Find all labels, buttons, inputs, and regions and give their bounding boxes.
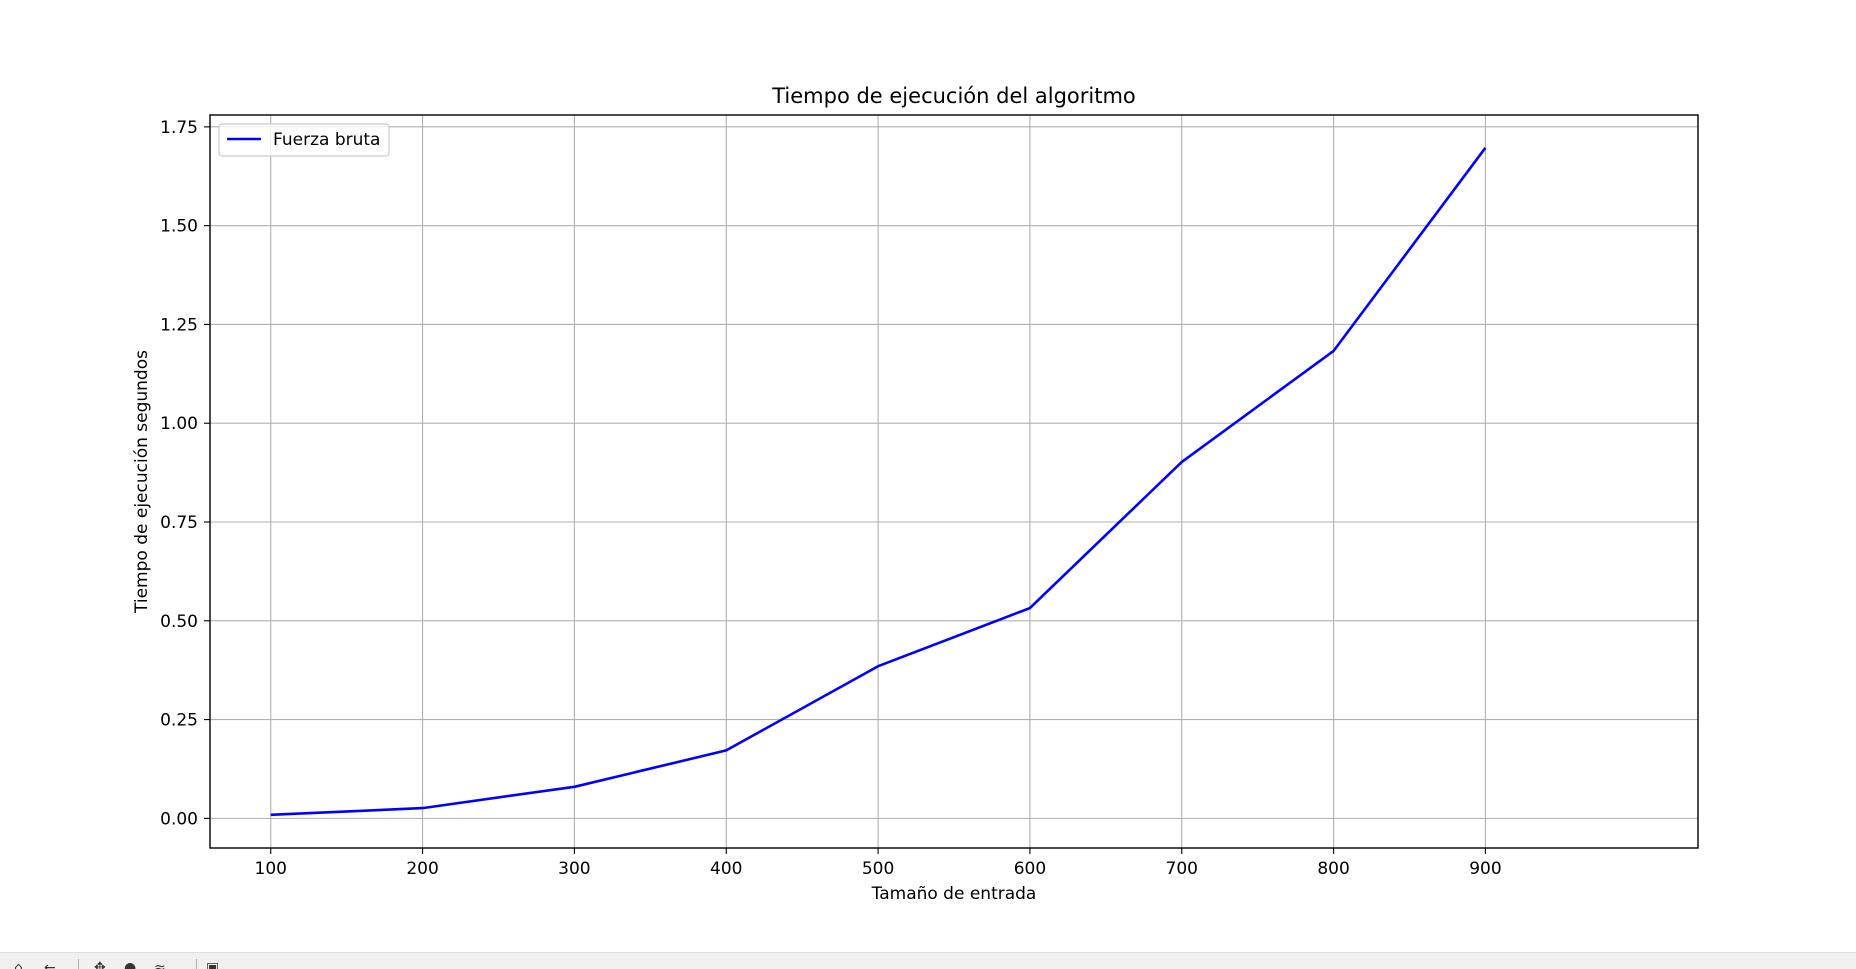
toolbar: ⌂ ← ✥ ● ≈ ▣ <box>0 952 1856 969</box>
y-tick-label: 1.50 <box>160 217 198 237</box>
y-tick-label: 0.00 <box>160 809 198 829</box>
x-tick-label: 400 <box>710 859 742 879</box>
x-tick-label: 200 <box>406 859 438 879</box>
y-tick-label: 1.00 <box>160 414 198 434</box>
x-tick-label: 900 <box>1469 859 1501 879</box>
y-tick-label: 0.25 <box>160 711 198 731</box>
y-tick-label: 1.25 <box>160 315 198 335</box>
legend-label: Fuerza bruta <box>273 130 380 150</box>
y-tick-label: 0.75 <box>160 513 198 533</box>
x-axis-label: Tamaño de entrada <box>871 884 1037 904</box>
x-tick-label: 800 <box>1317 859 1349 879</box>
chart-title: Tiempo de ejecución del algoritmo <box>771 84 1136 108</box>
legend: Fuerza bruta <box>219 124 389 156</box>
x-tick-label: 700 <box>1166 859 1198 879</box>
x-tick-label: 600 <box>1014 859 1046 879</box>
y-tick-label: 0.50 <box>160 612 198 632</box>
y-axis-label: Tiempo de ejecución segundos <box>132 350 152 614</box>
x-tick-label: 500 <box>862 859 894 879</box>
x-tick-label: 100 <box>255 859 287 879</box>
x-tick-label: 300 <box>558 859 590 879</box>
y-tick-label: 1.75 <box>160 118 198 138</box>
